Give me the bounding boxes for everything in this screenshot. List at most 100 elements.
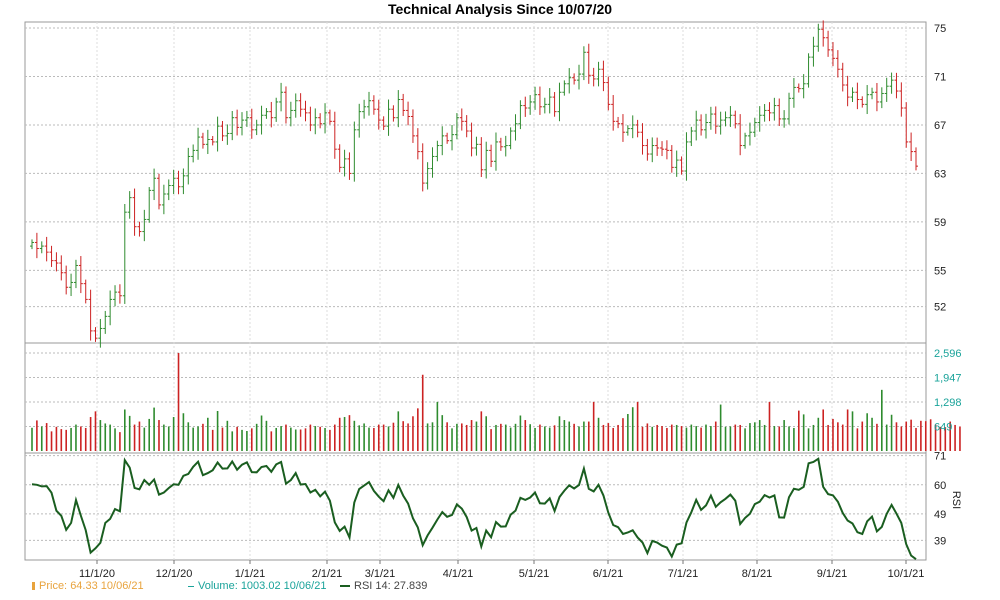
price-bar [762,104,767,122]
price-bar [645,138,650,161]
price-bar [176,170,181,195]
x-tick-label: 8/1/21 [742,568,773,580]
price-bar [196,127,201,160]
price-bar [279,82,284,112]
price-bar [225,124,230,145]
price-bar [616,116,621,129]
price-bar [552,92,557,117]
price-bar [215,116,220,152]
price-bar [264,108,269,119]
price-bar [620,114,625,142]
price-bar [796,83,801,93]
price-bar [889,72,894,94]
price-bar [88,289,93,341]
price-bars [30,20,918,348]
price-bar [650,137,655,163]
price-bar [806,53,811,88]
price-bar [870,87,875,100]
price-bar [288,101,293,127]
price-bar [283,86,288,124]
rsi-tick-label: 71 [934,451,946,463]
price-bar [244,110,249,127]
price-bar [78,256,83,294]
price-bar [454,113,459,140]
price-bar [54,252,59,272]
axis-labels: 75 71 67 63 59 55 52 2,596 1,947 1,298 649 71 60 49 39… [79,23,961,580]
price-bar [479,137,484,177]
legend-rsi: RSI 14: 27.839 [340,580,427,594]
price-bar [664,140,669,160]
price-bar [728,106,733,127]
price-bar [39,241,44,254]
x-tick-label: 3/1/21 [365,568,396,580]
price-bar [572,73,577,85]
price-bar [567,68,572,94]
price-bar [855,82,860,110]
price-bar [342,149,347,177]
price-bar [772,97,777,121]
legend-volume-date: 10/06/21 [283,580,327,592]
price-bar [503,135,508,157]
price-bar [49,245,54,267]
price-bar [362,99,367,119]
volume-legend-swatch [188,585,194,587]
price-bar [493,132,498,171]
volume-tick-label: 1,947 [934,373,962,385]
price-bar [909,132,914,161]
rsi-tick-label: 60 [934,480,946,492]
price-bar [147,187,152,223]
price-bar [528,95,533,115]
volume-tick-label: 2,596 [934,348,962,360]
price-bar [625,125,630,136]
price-bar [352,121,357,182]
price-bar [249,108,254,139]
price-bar [669,145,674,173]
x-tick-label: 11/1/20 [79,568,115,580]
price-bar [508,127,513,150]
rsi-panel-frame [24,452,927,561]
price-bar [611,95,616,131]
price-bar [122,203,127,304]
price-bar [879,87,884,109]
legend-volume-value: 1003.02 [240,580,281,592]
legend-price: Price: 64.33 10/06/21 [32,580,144,594]
price-bar [450,125,455,151]
price-bar [210,136,215,146]
price-panel-frame [24,21,927,344]
legend-price-value: 64.33 [70,580,98,592]
price-bar [835,50,840,78]
price-bar [132,188,137,236]
x-tick-label: 1/1/21 [235,568,266,580]
price-bar [69,273,74,297]
price-bar [357,103,362,138]
price-bar [684,132,689,181]
price-bar [586,43,591,84]
price-bar [533,86,538,110]
price-bar [142,209,147,242]
price-bar [777,98,782,126]
legend-volume-label: Volume: [198,580,238,592]
price-bar [484,141,489,179]
legend-rsi-value: 27.839 [393,580,428,592]
price-bar [259,105,264,135]
price-bar [899,82,904,117]
price-bar [738,114,743,156]
price-bar [64,265,69,295]
price-bar [498,137,503,151]
price-bar [723,111,728,127]
legend-rsi-label: RSI 14: [354,580,391,592]
price-bar [59,255,64,281]
price-bar [117,284,122,304]
price-bar [840,62,845,92]
price-bar [445,132,450,144]
price-bar [327,109,332,125]
price-bar [537,86,542,115]
x-tick-label: 7/1/21 [668,568,699,580]
price-bar [386,99,391,136]
price-bar [191,144,196,163]
price-bar [34,232,39,259]
x-tick-label: 12/1/20 [156,568,193,580]
price-bar [323,103,328,134]
x-tick-label: 10/1/21 [888,568,925,580]
rsi-tick-label: 39 [934,535,946,547]
